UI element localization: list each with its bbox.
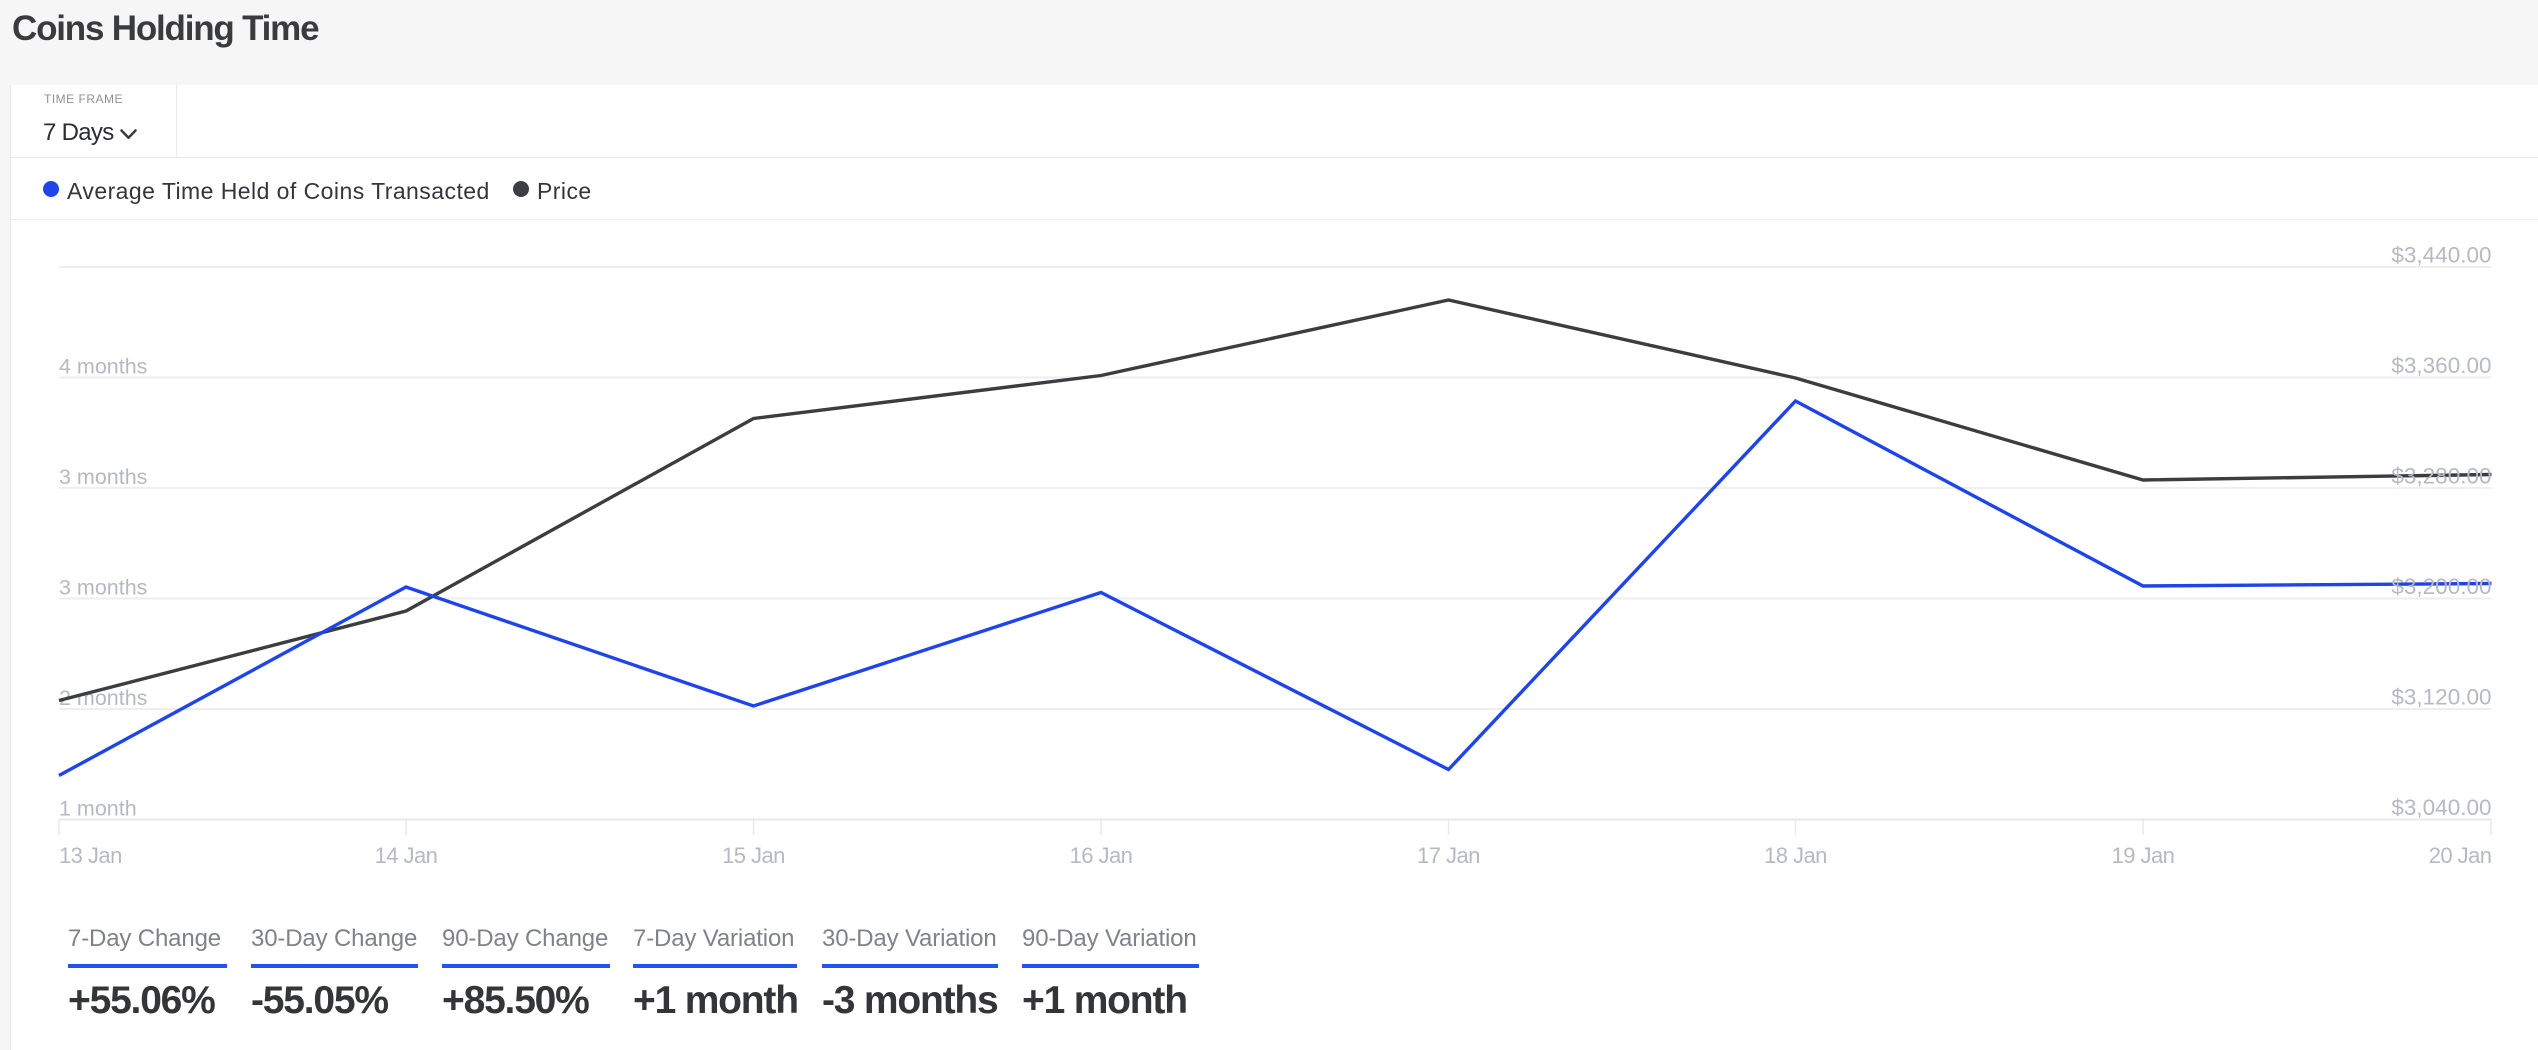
svg-text:20 Jan: 20 Jan (2429, 843, 2492, 868)
svg-text:1 month: 1 month (59, 797, 137, 821)
svg-text:19 Jan: 19 Jan (2112, 843, 2175, 868)
svg-text:$3,200.00: $3,200.00 (2391, 574, 2491, 599)
svg-text:15 Jan: 15 Jan (722, 843, 785, 868)
svg-text:13 Jan: 13 Jan (59, 843, 122, 868)
svg-text:17 Jan: 17 Jan (1417, 843, 1480, 868)
svg-text:16 Jan: 16 Jan (1070, 843, 1133, 868)
svg-text:4 months: 4 months (59, 355, 147, 379)
svg-text:$3,280.00: $3,280.00 (2391, 464, 2491, 489)
svg-text:$3,360.00: $3,360.00 (2391, 353, 2491, 378)
svg-text:14 Jan: 14 Jan (375, 843, 438, 868)
svg-text:$3,440.00: $3,440.00 (2391, 243, 2491, 268)
svg-text:$3,040.00: $3,040.00 (2391, 795, 2491, 820)
svg-text:3 months: 3 months (59, 465, 147, 489)
svg-text:$3,120.00: $3,120.00 (2391, 685, 2491, 710)
svg-text:3 months: 3 months (59, 576, 147, 600)
svg-text:18 Jan: 18 Jan (1764, 843, 1827, 868)
